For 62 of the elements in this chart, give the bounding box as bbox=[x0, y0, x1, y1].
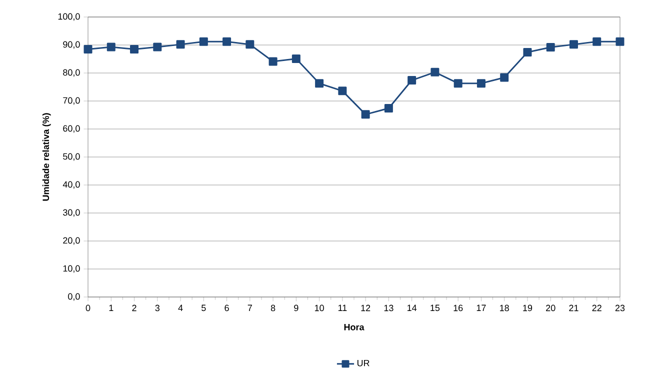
y-tick-label: 0,0 bbox=[68, 293, 80, 301]
point bbox=[268, 57, 278, 66]
y-tick-label: 50,0 bbox=[63, 153, 80, 161]
y-tick-label: 80,0 bbox=[63, 69, 80, 77]
x-tick-label: 13 bbox=[384, 304, 394, 312]
x-tick-label: 0 bbox=[86, 304, 90, 312]
point bbox=[592, 37, 602, 46]
point bbox=[106, 42, 116, 52]
point bbox=[500, 73, 509, 82]
point bbox=[199, 37, 208, 46]
x-tick-label: 3 bbox=[155, 304, 160, 312]
y-tick-label: 30,0 bbox=[63, 209, 80, 217]
point bbox=[454, 79, 462, 88]
x-tick-label: 16 bbox=[454, 304, 463, 312]
point bbox=[84, 44, 92, 54]
y-tick-label: 40,0 bbox=[62, 181, 80, 189]
x-tick-label: 23 bbox=[615, 304, 625, 312]
point bbox=[153, 42, 162, 52]
x-tick-label: 20 bbox=[546, 304, 556, 312]
point bbox=[361, 110, 370, 119]
point bbox=[130, 44, 139, 54]
point bbox=[176, 40, 185, 49]
y-tick-label: 20,0 bbox=[63, 237, 80, 245]
y-tick-label: 100,0 bbox=[58, 13, 80, 21]
x-tick-label: 1 bbox=[109, 304, 114, 311]
x-tick-label: 17 bbox=[476, 304, 486, 311]
x-tick-label: 7 bbox=[248, 304, 252, 311]
point bbox=[476, 79, 486, 88]
x-tick-label: 15 bbox=[430, 304, 440, 312]
y-tick-label: 70,0 bbox=[63, 97, 80, 105]
x-tick-label: 6 bbox=[224, 304, 229, 312]
x-tick-label: 22 bbox=[592, 304, 602, 312]
x-tick-label: 11 bbox=[338, 304, 347, 311]
point bbox=[408, 76, 416, 85]
x-tick-label: 18 bbox=[500, 304, 509, 312]
point bbox=[616, 37, 624, 46]
x-tick-label: 12 bbox=[361, 304, 370, 312]
point bbox=[315, 79, 324, 88]
y-tick-label: 90,0 bbox=[63, 41, 80, 49]
x-tick-label: 4 bbox=[178, 304, 183, 311]
x-tick-label: 14 bbox=[408, 304, 417, 311]
x-tick-label: 2 bbox=[132, 304, 136, 312]
x-tick-label: 5 bbox=[202, 304, 206, 312]
point bbox=[246, 40, 254, 49]
point bbox=[384, 104, 393, 113]
point bbox=[430, 68, 440, 76]
point bbox=[569, 40, 578, 49]
point bbox=[292, 54, 300, 63]
point bbox=[222, 37, 232, 46]
x-tick-label: 9 bbox=[294, 304, 298, 312]
point bbox=[338, 86, 347, 96]
x-tick-label: 21 bbox=[569, 304, 578, 312]
y-axis-title: Umidade relativa (%) bbox=[42, 113, 51, 201]
point bbox=[546, 42, 555, 52]
y-tick-label: 60,0 bbox=[63, 125, 80, 133]
x-tick-label: 8 bbox=[270, 304, 276, 312]
x-axis-title: Hora bbox=[344, 324, 364, 330]
x-tick-label: 19 bbox=[523, 304, 532, 312]
x-tick-label: 10 bbox=[314, 304, 324, 312]
legend-label: UR bbox=[357, 360, 370, 366]
point bbox=[523, 48, 532, 57]
y-tick-label: 10,0 bbox=[63, 265, 80, 273]
